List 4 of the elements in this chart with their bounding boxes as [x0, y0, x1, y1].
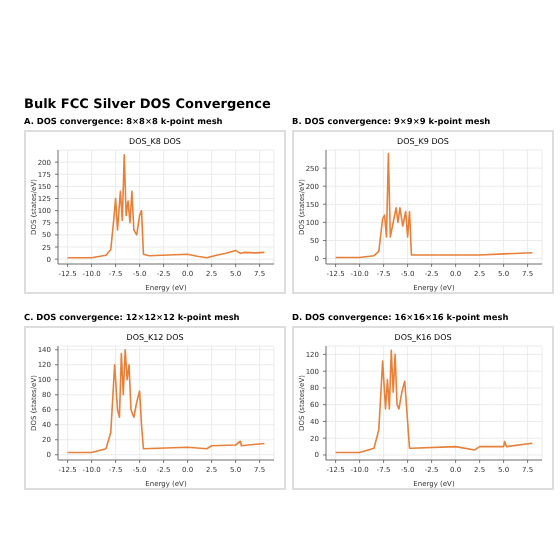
line-series	[66, 348, 266, 454]
line-series	[334, 152, 534, 259]
line-series	[66, 154, 266, 259]
line-series	[334, 349, 534, 454]
